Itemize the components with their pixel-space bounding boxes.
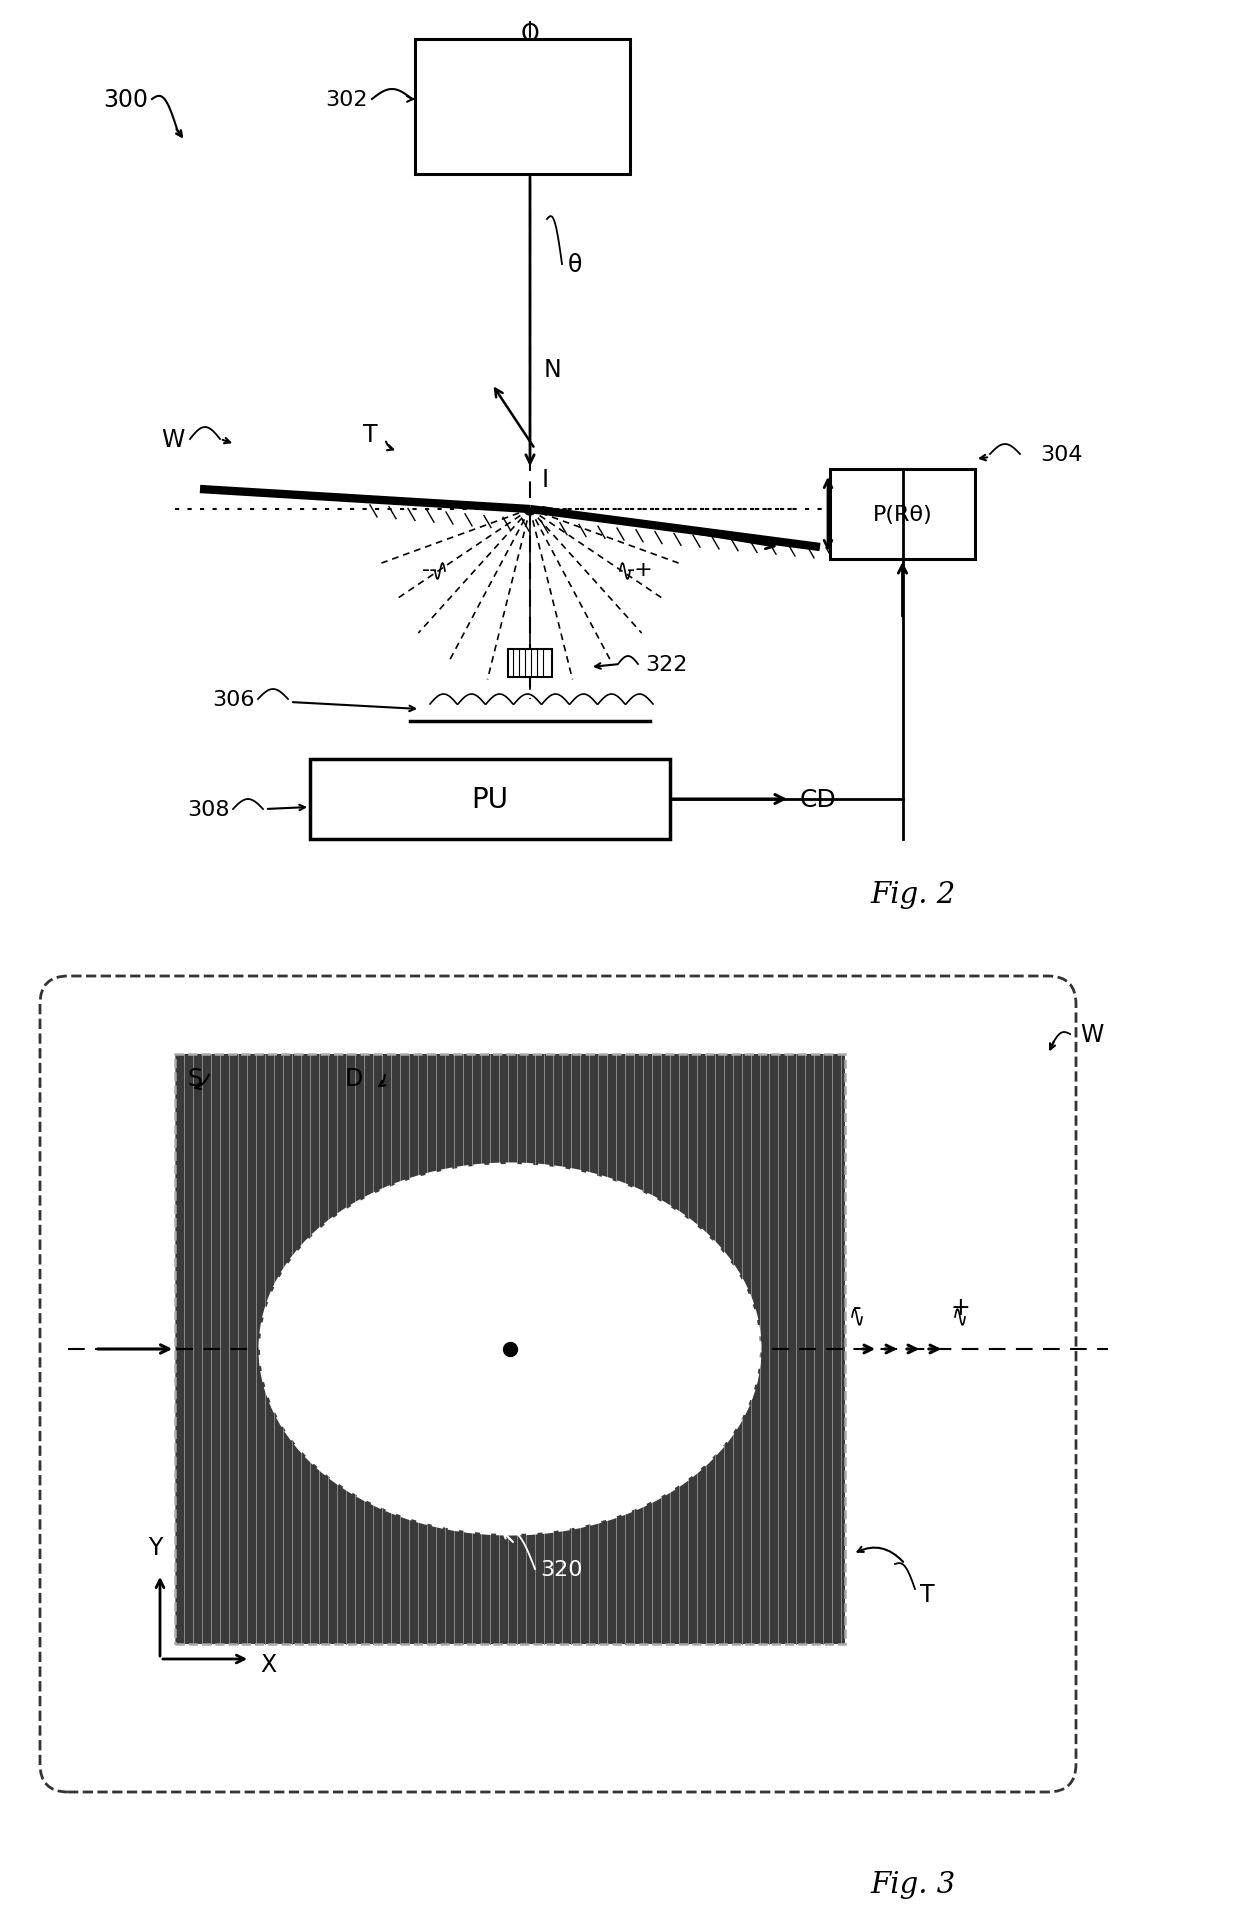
Bar — [175, 1055, 844, 1644]
Text: I: I — [542, 469, 549, 491]
Text: +: + — [950, 1295, 970, 1320]
Text: D: D — [345, 1067, 363, 1090]
Text: 320: 320 — [539, 1558, 583, 1579]
Text: W: W — [161, 429, 185, 451]
FancyBboxPatch shape — [40, 977, 1076, 1793]
Text: 300: 300 — [103, 88, 148, 112]
Bar — [175, 1055, 844, 1644]
Text: Fig. 2: Fig. 2 — [870, 880, 955, 909]
Text: T: T — [920, 1583, 935, 1606]
Ellipse shape — [260, 1164, 760, 1534]
Text: θ: θ — [568, 253, 583, 276]
Text: PU: PU — [471, 785, 508, 813]
Text: 306: 306 — [212, 690, 255, 711]
Text: N: N — [544, 358, 562, 381]
Text: 308: 308 — [187, 800, 229, 819]
Text: 302: 302 — [326, 90, 368, 110]
Bar — [415, 40, 630, 175]
Text: P(Rθ): P(Rθ) — [873, 505, 932, 524]
Text: -+: -+ — [626, 560, 653, 579]
Text: X: X — [260, 1652, 277, 1676]
Bar — [310, 760, 670, 840]
Text: S: S — [187, 1067, 202, 1090]
Text: 304: 304 — [1040, 444, 1083, 465]
Text: W: W — [1080, 1023, 1104, 1046]
Text: 322: 322 — [645, 655, 687, 674]
Text: CD: CD — [800, 787, 837, 812]
Text: --: -- — [422, 560, 438, 579]
Bar — [508, 650, 552, 678]
Bar — [830, 471, 975, 560]
Text: O: O — [521, 23, 539, 46]
Text: Y: Y — [148, 1535, 162, 1558]
Text: T: T — [363, 423, 378, 448]
Text: -: - — [853, 1295, 862, 1320]
Text: Fig. 3: Fig. 3 — [870, 1871, 955, 1897]
